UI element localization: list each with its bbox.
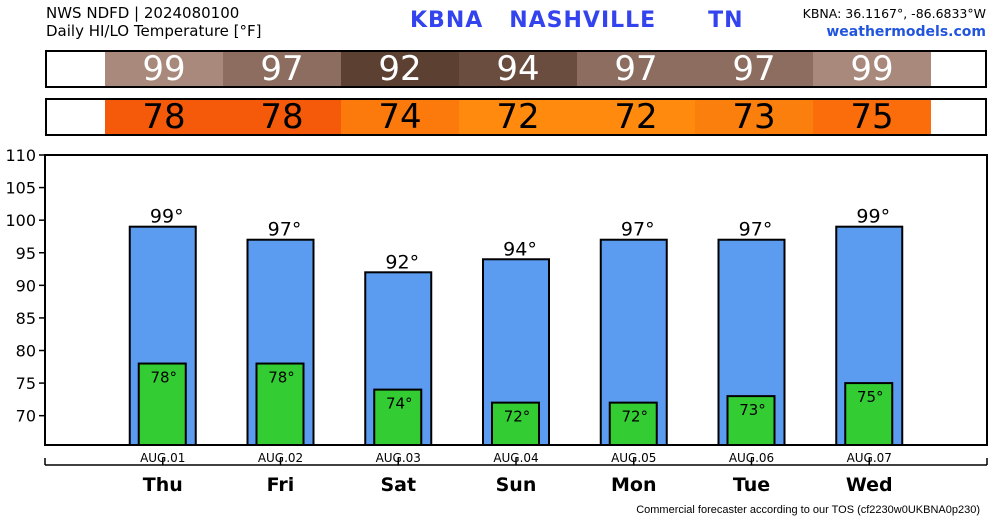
- hi-strip-cell: 94: [459, 52, 577, 86]
- chart-title-block: NWS NDFD | 2024080100 Daily HI/LO Temper…: [46, 4, 262, 40]
- hi-bar-label: 97°: [268, 219, 302, 241]
- lo-bar-label: 78°: [150, 369, 177, 387]
- y-tick-label: 105: [5, 179, 36, 198]
- lo-bar-label: 78°: [268, 369, 295, 387]
- y-tick-label: 85: [16, 309, 36, 328]
- lo-bar: [491, 401, 540, 446]
- lo-strip-cell: 78: [105, 100, 223, 134]
- lo-bar: [726, 395, 776, 446]
- hi-strip-cell: 99: [813, 52, 931, 86]
- y-tick-label: 100: [5, 211, 36, 230]
- day-label: Thu: [143, 474, 183, 496]
- lo-bar: [373, 388, 423, 447]
- day-label: Sun: [496, 474, 537, 496]
- lo-strip-cell: 72: [459, 100, 577, 134]
- day-label: Mon: [611, 474, 657, 496]
- lo-strip-cell: 72: [577, 100, 695, 134]
- hi-bar-label: 99°: [856, 206, 890, 228]
- run-label: NWS NDFD | 2024080100: [46, 4, 240, 22]
- footer-note: Commercial forecaster according to our T…: [636, 504, 980, 516]
- station-title: KBNA NASHVILLE TN: [410, 8, 744, 33]
- lo-bar: [608, 401, 658, 446]
- station-info: KBNA: 36.1167°, -86.6833°W weathermodels…: [803, 5, 986, 41]
- day-label: Fri: [267, 474, 295, 496]
- hi-strip-cell: 99: [105, 52, 223, 86]
- day-label: Wed: [846, 474, 893, 496]
- lo-strip-cell: 74: [341, 100, 459, 134]
- site-link[interactable]: weathermodels.com: [826, 24, 986, 40]
- y-tick-label: 70: [16, 407, 36, 426]
- hi-strip-cell: 97: [695, 52, 813, 86]
- station-coords: KBNA: 36.1167°, -86.6833°W: [802, 6, 986, 21]
- lo-bar-label: 75°: [857, 388, 884, 406]
- hi-strip-cell: 92: [341, 52, 459, 86]
- lo-bar: [844, 382, 894, 446]
- lo-strip-cell: 75: [813, 100, 931, 134]
- y-tick-label: 110: [5, 146, 36, 165]
- hi-strip-cell: 97: [223, 52, 341, 86]
- hi-bar-label: 97°: [621, 219, 655, 241]
- lo-strip-cell: 73: [695, 100, 813, 134]
- hi-temp-strip: 99 97 92 94 97 97 99: [45, 50, 987, 88]
- variable-label: Daily HI/LO Temperature [°F]: [46, 22, 262, 40]
- hi-bar-label: 92°: [385, 251, 419, 273]
- day-label: Tue: [733, 474, 770, 496]
- day-label: Sat: [380, 474, 416, 496]
- lo-bar-label: 74°: [386, 395, 413, 413]
- y-tick-label: 90: [16, 276, 36, 295]
- hi-bar-label: 94°: [503, 238, 537, 260]
- y-tick-label: 75: [16, 374, 36, 393]
- lo-bar: [255, 362, 305, 447]
- lo-temp-strip: 78 78 74 72 72 73 75: [45, 98, 987, 136]
- lo-bar-label: 72°: [621, 408, 648, 426]
- lo-bar-label: 73°: [739, 401, 766, 419]
- lo-strip-cell: 78: [223, 100, 341, 134]
- hi-strip-cell: 97: [577, 52, 695, 86]
- hi-bar-label: 97°: [739, 219, 773, 241]
- lo-bar-label: 72°: [504, 408, 531, 426]
- hi-bar-label: 99°: [150, 206, 184, 228]
- y-tick-label: 80: [16, 342, 36, 361]
- y-tick-label: 95: [16, 244, 36, 263]
- lo-bar: [137, 362, 187, 447]
